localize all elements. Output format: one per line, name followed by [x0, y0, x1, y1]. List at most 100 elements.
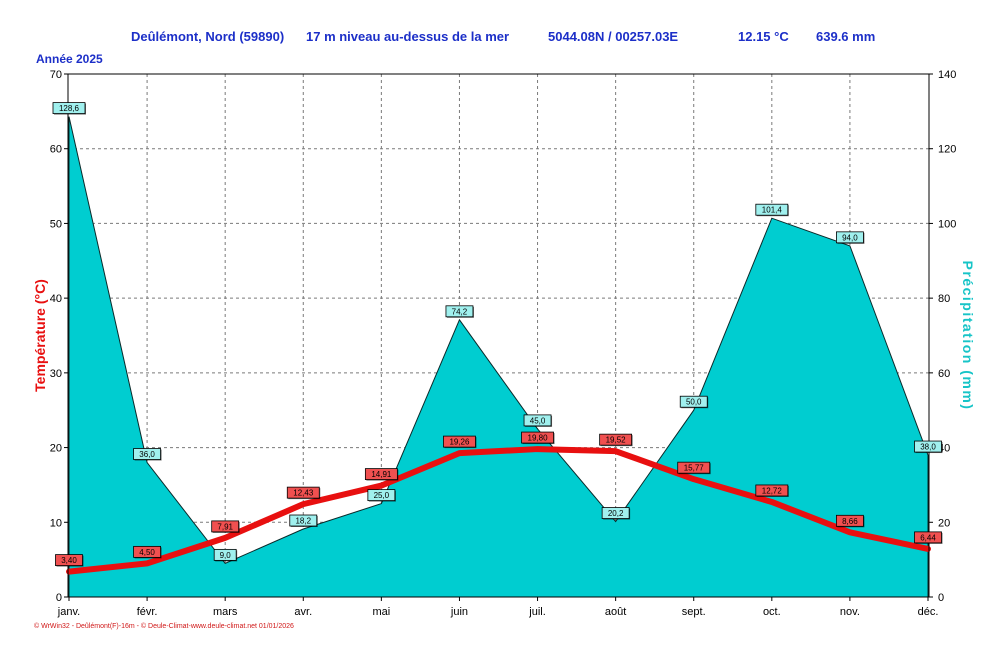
left-axis-tick-label: 60	[50, 144, 62, 156]
temp-data-label-text: 8,66	[842, 517, 858, 526]
x-axis-tick-label: sept.	[682, 606, 706, 618]
precip-data-label-text: 94,0	[842, 233, 858, 242]
precip-data-label: 128,6	[52, 102, 86, 115]
precip-data-label-text: 25,0	[374, 491, 390, 500]
temp-data-label-box	[211, 520, 240, 533]
temp-data-label-box	[755, 484, 789, 497]
x-axis-tick-label: mars	[213, 606, 238, 618]
temp-data-label-box	[521, 431, 554, 444]
x-axis-tick-label: août	[605, 606, 626, 618]
temp-data-label-text: 7,91	[217, 522, 233, 531]
temp-data-label-text: 15,77	[684, 464, 705, 473]
plot-border	[67, 73, 930, 598]
x-axis-tick-label: juin	[450, 606, 468, 618]
x-axis-tick-label: avr.	[294, 606, 312, 618]
right-axis-tick-label: 140	[938, 69, 956, 81]
header-location: Deûlémont, Nord (59890)	[131, 29, 285, 44]
header-avg-temp: 12.15 °C	[738, 29, 789, 44]
temp-data-label-text: 6,44	[920, 533, 936, 542]
precip-data-label: 25,0	[367, 489, 396, 502]
temp-data-label: 6,44	[914, 531, 943, 544]
left-axis-title: Température (°C)	[32, 279, 48, 392]
temperature-line	[66, 446, 931, 575]
x-axis-tick-label: oct.	[763, 606, 781, 618]
temp-data-label: 8,66	[836, 514, 865, 528]
temp-data-label: 19,80	[521, 431, 555, 445]
temp-data-label-box	[286, 486, 320, 499]
precip-data-label-box	[213, 548, 237, 561]
temp-data-label-box	[55, 554, 83, 566]
right-axis-tick-label: 20	[938, 517, 950, 529]
temp-data-label: 19,26	[443, 435, 477, 449]
precip-data-label-text: 18,2	[295, 517, 311, 526]
temp-data-label: 3,40	[55, 554, 84, 567]
temp-data-label-text: 4,50	[139, 548, 155, 557]
footer-credit: © WrWin32 - Deûlémont(F)-16m - © Deule-C…	[34, 623, 294, 630]
precip-data-label-box	[133, 448, 161, 460]
left-axis-tick-label: 40	[50, 293, 62, 305]
x-axis-tick-label: janv.	[57, 606, 80, 618]
temp-data-label-text: 19,80	[528, 434, 549, 443]
precip-data-label: 94,0	[836, 231, 865, 244]
precip-data-label-box	[679, 395, 708, 408]
temp-data-label: 4,50	[133, 545, 162, 559]
header-altitude: 17 m niveau au-dessus de la mer	[306, 29, 510, 44]
precip-data-label-box	[914, 440, 942, 453]
left-axis-tick-label: 50	[50, 218, 62, 230]
precip-data-label-text: 36,0	[139, 450, 155, 459]
precip-data-label-box	[601, 507, 630, 519]
x-axis-tick-label: juil.	[528, 606, 546, 618]
right-axis-tick-label: 60	[938, 368, 950, 380]
year-label: Année 2025	[36, 52, 103, 66]
x-axis-tick-label: nov.	[840, 606, 860, 618]
left-axis-tick-label: 70	[50, 69, 62, 81]
temp-data-label-box	[914, 531, 942, 544]
temp-data-label: 14,91	[364, 468, 399, 481]
precip-data-label-text: 9,0	[220, 551, 232, 560]
left-axis-tick-label: 30	[50, 368, 62, 380]
temp-data-label-box	[443, 435, 476, 448]
precip-data-label: 38,0	[914, 440, 943, 454]
temp-data-label-box	[836, 514, 864, 527]
precip-data-label: 74,2	[445, 305, 474, 318]
temp-data-label-text: 14,91	[371, 470, 392, 479]
precip-data-label-text: 45,0	[530, 416, 546, 425]
right-axis-title: Précipitation (mm)	[960, 261, 976, 411]
temp-data-label-text: 3,40	[61, 556, 77, 565]
precip-data-label: 45,0	[523, 414, 553, 427]
temp-data-label-text: 12,43	[293, 489, 314, 498]
left-axis-tick-label: 0	[56, 592, 62, 604]
temp-data-label: 15,77	[677, 461, 711, 475]
x-axis-tick-label: mai	[372, 606, 390, 618]
precip-data-label: 18,2	[289, 514, 318, 528]
precip-data-label-text: 74,2	[452, 307, 468, 316]
header-total-precip: 639.6 mm	[816, 29, 876, 44]
temp-data-label-text: 19,52	[606, 436, 627, 445]
temp-data-label-text: 19,26	[449, 438, 470, 447]
temp-data-label-box	[677, 461, 711, 474]
temp-data-label-box	[364, 468, 398, 481]
precip-data-label-text: 20,2	[608, 509, 624, 518]
precip-data-label: 9,0	[213, 548, 238, 562]
precip-data-label-text: 101,4	[762, 206, 783, 215]
right-axis-tick-label: 80	[938, 293, 950, 305]
right-axis-tick-label: 0	[938, 592, 944, 604]
precip-data-label-text: 128,6	[59, 104, 80, 113]
right-axis-tick-label: 100	[938, 218, 956, 230]
precip-data-label: 20,2	[601, 507, 631, 520]
header-coordinates: 5044.08N / 00257.03E	[548, 29, 679, 44]
precip-data-label-box	[445, 305, 474, 318]
precip-data-label-text: 38,0	[920, 443, 936, 452]
temp-data-label-text: 12,72	[762, 486, 783, 495]
precip-data-label-box	[523, 414, 552, 427]
left-axis-tick-label: 20	[50, 443, 62, 455]
precip-data-label-box	[836, 231, 864, 244]
temp-data-label: 19,52	[599, 433, 633, 447]
temp-data-label: 12,72	[755, 484, 789, 497]
x-axis-tick-label: févr.	[137, 606, 158, 618]
precipitation-area	[68, 116, 929, 598]
precip-data-label-box	[52, 102, 86, 114]
x-axis-tick-label: déc.	[918, 606, 939, 618]
temp-data-label: 12,43	[286, 486, 321, 500]
